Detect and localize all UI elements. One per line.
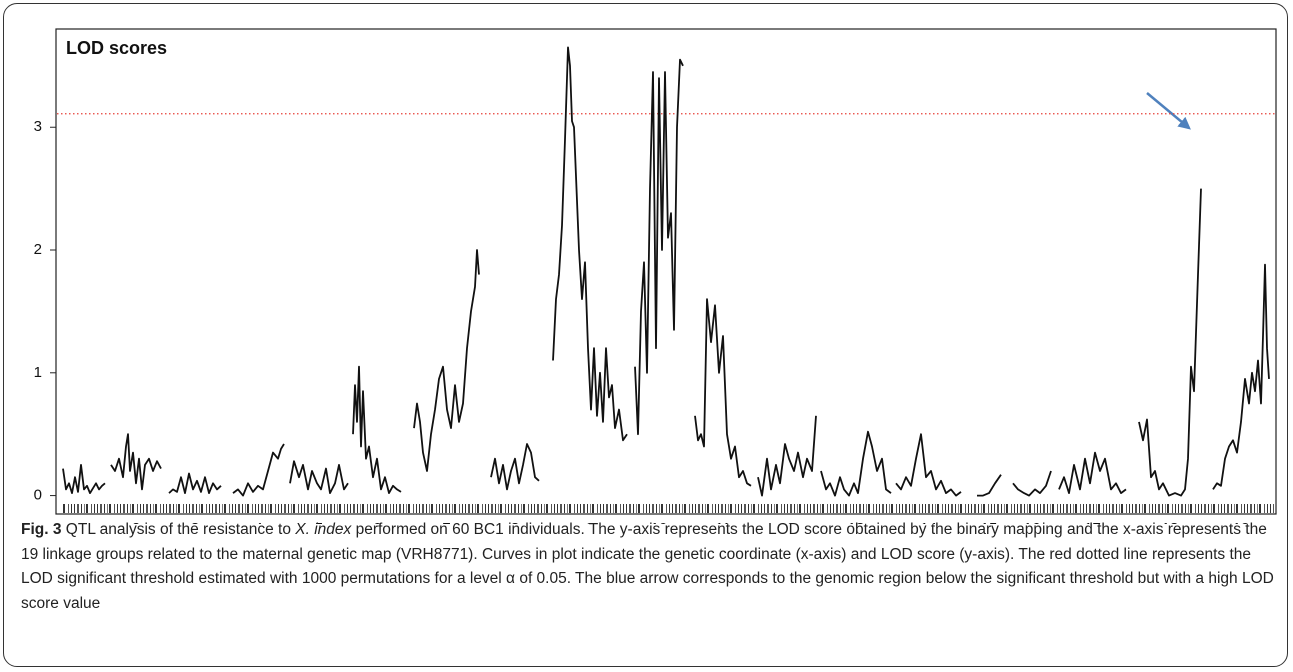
group-label: 19: [1233, 520, 1250, 524]
group-label: 11: [715, 520, 731, 524]
group-label: 18: [1162, 520, 1179, 524]
lod-curve: [62, 464, 106, 494]
plot-frame: [55, 28, 1277, 515]
group-label: 10: [651, 520, 668, 524]
lod-curve: [352, 365, 402, 494]
lod-curve: [413, 249, 480, 472]
y-tick-label: 0: [34, 487, 42, 504]
lod-curve: [820, 430, 892, 497]
lod-curve: [1212, 263, 1270, 490]
lod-curve: [757, 415, 817, 497]
group-label: 4: [254, 520, 262, 524]
lod-curve: [168, 472, 222, 494]
group-label: 16: [1024, 520, 1041, 524]
group-label: 15: [981, 520, 998, 524]
group-label: 2: [132, 520, 140, 524]
y-tick-label: 3: [34, 118, 42, 135]
y-tick-label: 1: [34, 364, 42, 381]
group-label: 13: [848, 520, 865, 524]
arrow: [1146, 92, 1191, 130]
caption: Fig. 3 QTL analysis of the resistance to…: [21, 518, 1283, 616]
chart: LOD scores 01231234567891011121314151617…: [34, 28, 1277, 524]
y-tick-label: 2: [34, 241, 42, 258]
lod-curve: [694, 298, 752, 487]
caption-label: Fig. 3: [21, 521, 62, 538]
lod-curve: [634, 58, 684, 436]
marker-rug: [62, 504, 1274, 513]
lod-curve: [490, 443, 540, 491]
group-label: 3: [191, 520, 199, 524]
group-label: 7: [442, 520, 450, 524]
caption-species: X. index: [295, 521, 352, 538]
group-label: 9: [586, 520, 594, 524]
figure: LOD scores 01231234567891011121314151617…: [3, 3, 1288, 667]
lod-curve: [552, 46, 628, 442]
caption-text: performed on 60 BC1 individuals. The y-a…: [21, 521, 1274, 612]
lod-curve: [110, 433, 162, 491]
group-label: 6: [373, 520, 381, 524]
group-label: 14: [920, 520, 937, 524]
lod-curve: [289, 460, 349, 494]
group-label: 8: [511, 520, 519, 524]
group-label: 12: [779, 520, 796, 524]
lod-curve: [1012, 470, 1052, 497]
lod-curve: [895, 433, 962, 497]
lod-curve: [1138, 188, 1202, 497]
lod-curve: [977, 474, 1002, 497]
lod-curve: [1058, 451, 1127, 494]
lod-curve: [232, 443, 285, 497]
group-label: 17: [1084, 520, 1101, 524]
chart-title: LOD scores: [66, 38, 167, 58]
group-label: 5: [315, 520, 323, 524]
caption-text: QTL analysis of the resistance to: [61, 521, 296, 538]
group-label: 1: [80, 520, 88, 524]
